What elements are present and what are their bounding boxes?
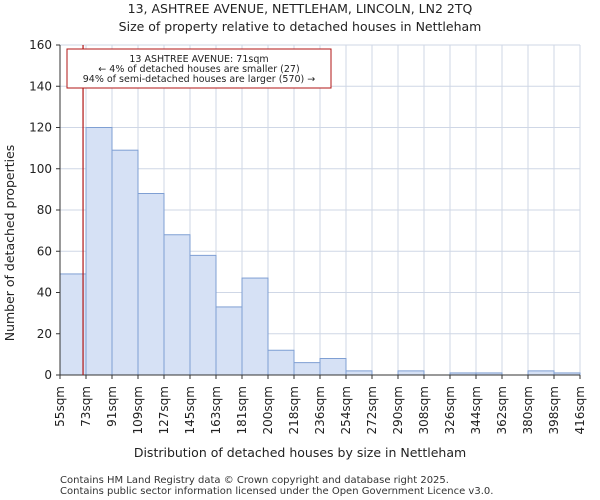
bar-200sqm: [267, 349, 295, 376]
bar-163sqm: [215, 306, 243, 376]
bars: [59, 127, 581, 376]
bar-181sqm: [241, 277, 269, 376]
bar-290sqm: [397, 370, 425, 376]
annotation-line3: 94% of semi-detached houses are larger (…: [83, 74, 316, 85]
bar-236sqm: [319, 358, 347, 376]
x-tick-label-362sqm: 362sqm: [495, 386, 509, 434]
chart-subtitle: Size of property relative to detached ho…: [119, 19, 482, 34]
y-tick-label-140: 140: [29, 79, 52, 93]
x-tick-label-272sqm: 272sqm: [365, 386, 379, 434]
y-axis-label: Number of detached properties: [2, 145, 17, 342]
footer-line2: Contains public sector information licen…: [60, 486, 493, 497]
x-tick-label-254sqm: 254sqm: [339, 386, 353, 434]
y-tick-label-0: 0: [44, 368, 52, 382]
y-tick-label-80: 80: [37, 203, 52, 217]
x-tick-label-200sqm: 200sqm: [261, 386, 275, 434]
chart-title: 13, ASHTREE AVENUE, NETTLEHAM, LINCOLN, …: [128, 1, 473, 16]
x-tick-label-416sqm: 416sqm: [573, 386, 587, 434]
y-tick-label-160: 160: [29, 38, 52, 52]
bar-145sqm: [189, 254, 217, 376]
y-tick-labels: 0 20 40 60 80 100 120 140 160: [29, 38, 60, 382]
annotation-border: [66, 48, 332, 89]
x-tick-label-109sqm: 109sqm: [131, 386, 145, 434]
annotation-line2: ← 4% of detached houses are smaller (27): [98, 64, 299, 75]
x-tick-label-236sqm: 236sqm: [313, 386, 327, 434]
x-tick-label-344sqm: 344sqm: [469, 386, 483, 434]
y-tick-label-60: 60: [37, 244, 52, 258]
x-tick-label-145sqm: 145sqm: [183, 386, 197, 434]
annotation-box: 13 ASHTREE AVENUE: 71sqm ← 4% of detache…: [66, 48, 332, 89]
bar-380sqm: [527, 370, 555, 376]
x-tick-label-91sqm: 91sqm: [105, 386, 119, 427]
x-tick-label-163sqm: 163sqm: [209, 386, 223, 434]
x-tick-labels: 55sqm 73sqm 91sqm 109sqm 127sqm 145sqm 163sqm 1…: [53, 375, 587, 434]
y-tick-label-120: 120: [29, 121, 52, 135]
bar-91sqm: [111, 149, 139, 376]
x-tick-label-380sqm: 380sqm: [521, 386, 535, 434]
bar-254sqm: [345, 370, 373, 376]
x-tick-label-218sqm: 218sqm: [287, 386, 301, 434]
x-axis-label: Distribution of detached houses by size …: [134, 445, 466, 460]
bar-218sqm: [293, 362, 321, 376]
y-tick-label-20: 20: [37, 327, 52, 341]
x-tick-label-398sqm: 398sqm: [547, 386, 561, 434]
x-tick-label-181sqm: 181sqm: [235, 386, 249, 434]
bar-109sqm: [137, 193, 165, 376]
bar-127sqm: [163, 234, 191, 376]
bar-55sqm: [59, 273, 87, 376]
y-tick-label-100: 100: [29, 162, 52, 176]
x-tick-label-55sqm: 55sqm: [53, 386, 67, 427]
x-tick-label-308sqm: 308sqm: [417, 386, 431, 434]
x-tick-label-326sqm: 326sqm: [443, 386, 457, 434]
x-tick-label-127sqm: 127sqm: [157, 386, 171, 434]
x-tick-label-73sqm: 73sqm: [79, 386, 93, 427]
y-tick-label-40: 40: [37, 286, 52, 300]
footer-line1: Contains HM Land Registry data © Crown c…: [60, 475, 449, 486]
x-tick-label-290sqm: 290sqm: [391, 386, 405, 434]
bar-73sqm: [85, 127, 113, 376]
annotation-line1: 13 ASHTREE AVENUE: 71sqm: [129, 54, 268, 65]
